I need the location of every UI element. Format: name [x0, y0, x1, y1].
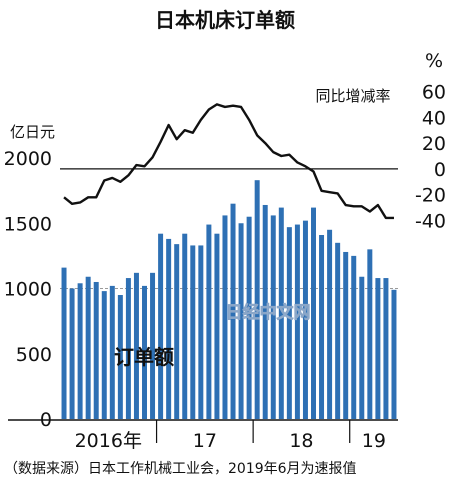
order-bar [174, 244, 180, 419]
order-bar [69, 288, 75, 419]
order-bar [335, 242, 341, 419]
order-bar [278, 207, 284, 419]
left-tick-label: 500 [16, 344, 52, 366]
bar-series-orders [61, 180, 397, 420]
order-bar [270, 215, 276, 419]
order-bar [383, 278, 389, 419]
chart-title: 日本机床订单额 [155, 8, 295, 32]
right-tick-label: 60 [422, 81, 446, 103]
order-bar [166, 238, 172, 419]
order-bar [125, 278, 131, 419]
order-bar [214, 233, 220, 419]
order-bar [133, 272, 139, 419]
watermark-logo: 日经中文网 [226, 302, 311, 323]
order-bar [150, 272, 156, 419]
line-series-yoy [63, 103, 394, 220]
order-bar [311, 207, 316, 419]
x-tick-label: 18 [289, 430, 313, 452]
bar-series-label: 订单额 [114, 345, 174, 369]
right-axis-unit: % [425, 50, 443, 72]
order-bar [254, 180, 260, 419]
order-bar [286, 227, 292, 419]
order-bar [302, 220, 308, 419]
order-bar [93, 281, 99, 419]
order-bar [222, 215, 228, 419]
order-bar [85, 276, 91, 419]
right-tick-label: -40 [415, 211, 446, 233]
order-bar [343, 251, 349, 419]
order-bar [230, 203, 236, 419]
x-tick-label: 19 [362, 430, 386, 452]
right-tick-label: 40 [422, 107, 446, 129]
order-bar [359, 276, 365, 419]
yoy-line [63, 103, 394, 220]
source-note: （数据来源）日本工作机械工业会，2019年6月为速报值 [4, 461, 357, 477]
order-bar [158, 233, 164, 419]
left-tick-label: 1000 [4, 279, 52, 301]
order-bar [182, 233, 188, 419]
order-bar [101, 291, 107, 419]
right-axis-label: 同比增减率 [315, 87, 390, 105]
order-bar [109, 285, 115, 419]
x-tick-label: 2016年 [75, 430, 142, 452]
order-bar [142, 285, 147, 419]
order-bar [190, 245, 196, 419]
x-tick-label: 17 [193, 430, 217, 452]
right-tick-label: 0 [434, 159, 446, 181]
order-bar [319, 235, 325, 419]
right-axis-ticks: 60 40 20 0 -20 -40 [415, 81, 446, 232]
order-bar [77, 283, 83, 419]
left-tick-label: 1500 [4, 213, 52, 235]
order-bar [294, 224, 300, 419]
order-bar [375, 278, 381, 419]
order-bar [61, 267, 67, 419]
order-bar [206, 224, 212, 419]
order-bar [117, 295, 123, 419]
order-bar [238, 223, 244, 419]
right-tick-label: -20 [415, 185, 446, 207]
order-bar [351, 255, 357, 420]
order-bar [391, 289, 397, 419]
order-bar [198, 245, 204, 419]
order-bar [262, 204, 268, 419]
order-bar [367, 249, 373, 419]
right-tick-label: 20 [422, 133, 446, 155]
left-tick-label: 2000 [4, 148, 52, 170]
x-axis: 2016年 17 18 19 [8, 419, 398, 452]
left-axis-label: 亿日元 [10, 123, 55, 141]
order-bar [246, 216, 252, 419]
order-bar [327, 229, 333, 419]
